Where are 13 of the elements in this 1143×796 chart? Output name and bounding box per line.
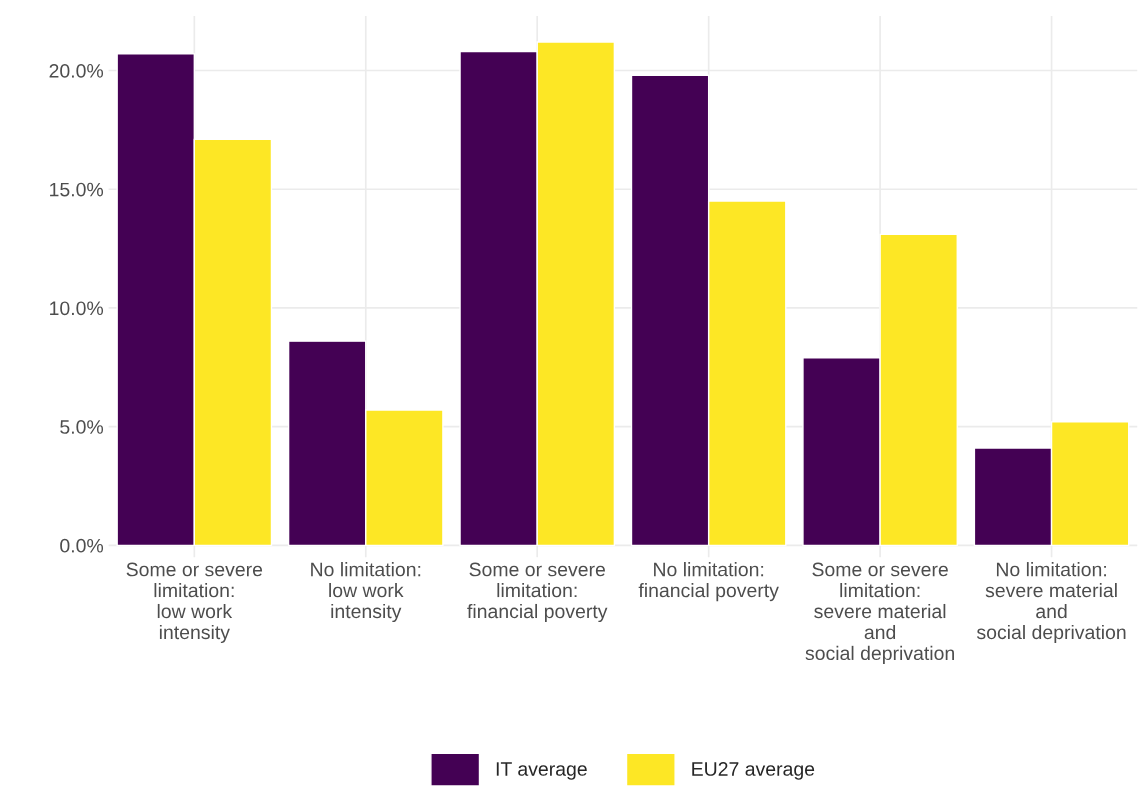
x-tick-label: Some or severe limitation: severe material and social deprivation — [805, 562, 954, 664]
x-tick-label: No limitation: financial poverty — [638, 562, 779, 602]
y-tick-label: 20.0% — [49, 63, 104, 78]
y-tick-label: 15.0% — [50, 182, 104, 197]
y-tick-label: 0.0% — [60, 538, 104, 553]
x-tick-label: Some or severe limitation: financial poverty — [467, 562, 608, 623]
y-tick-label: 5.0% — [60, 420, 104, 434]
x-tick-label: No limitation: low work intensity — [311, 562, 421, 623]
legend-label: EU27 average — [692, 762, 815, 780]
y-tick-label: 10.0% — [50, 301, 104, 316]
x-tick-label: No limitation: severe material and social deprivation — [976, 562, 1126, 644]
x-tick-label: Some or severe limitation: low work intensity — [126, 562, 263, 644]
legend-label: IT average — [496, 762, 587, 780]
